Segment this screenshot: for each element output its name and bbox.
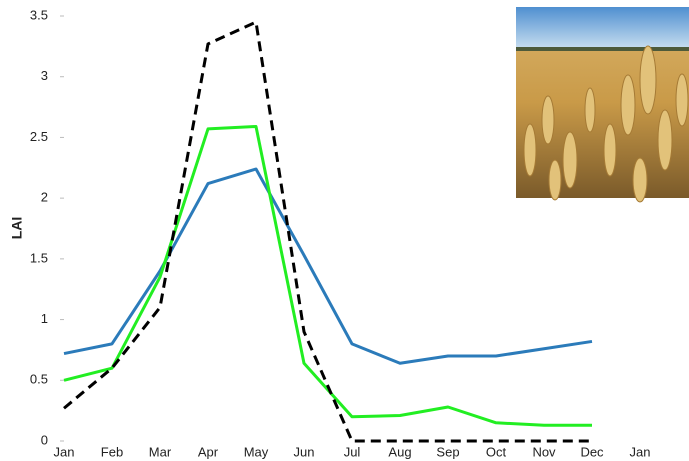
series-line [64,169,592,363]
chart: LAI 0 0.5 1 1.5 2 2.5 3 3.5 Jan Feb Mar Apr May Jun Ju… [0,0,689,461]
x-tick-label: Aug [388,444,411,459]
y-tick-label: 2 [41,190,48,205]
y-tick-label: 1 [41,311,48,326]
x-tick-label: Sep [436,444,459,459]
x-tick-label: May [244,444,269,459]
y-tick-label: 1.5 [30,250,48,265]
x-tick-label: Jun [294,444,315,459]
x-tick-label: Jan [630,444,651,459]
y-axis-label: LAI [9,217,25,240]
y-tick-label: 2.5 [30,129,48,144]
x-tick-label: Dec [580,444,604,459]
series-line [64,22,592,441]
x-tick-label: Feb [101,444,123,459]
x-tick-label: Apr [198,444,219,459]
y-tick-label: 0 [41,432,48,447]
x-tick-label: Nov [532,444,556,459]
series-line [64,127,592,426]
x-tick-label: Mar [149,444,172,459]
x-tick-label: Oct [486,444,507,459]
x-tick-label: Jul [344,444,361,459]
y-tick-label: 3 [41,68,48,83]
x-tick-label: Jan [54,444,75,459]
wheat-photo [516,7,689,202]
y-tick-label: 0.5 [30,372,48,387]
y-tick-label: 3.5 [30,7,48,22]
